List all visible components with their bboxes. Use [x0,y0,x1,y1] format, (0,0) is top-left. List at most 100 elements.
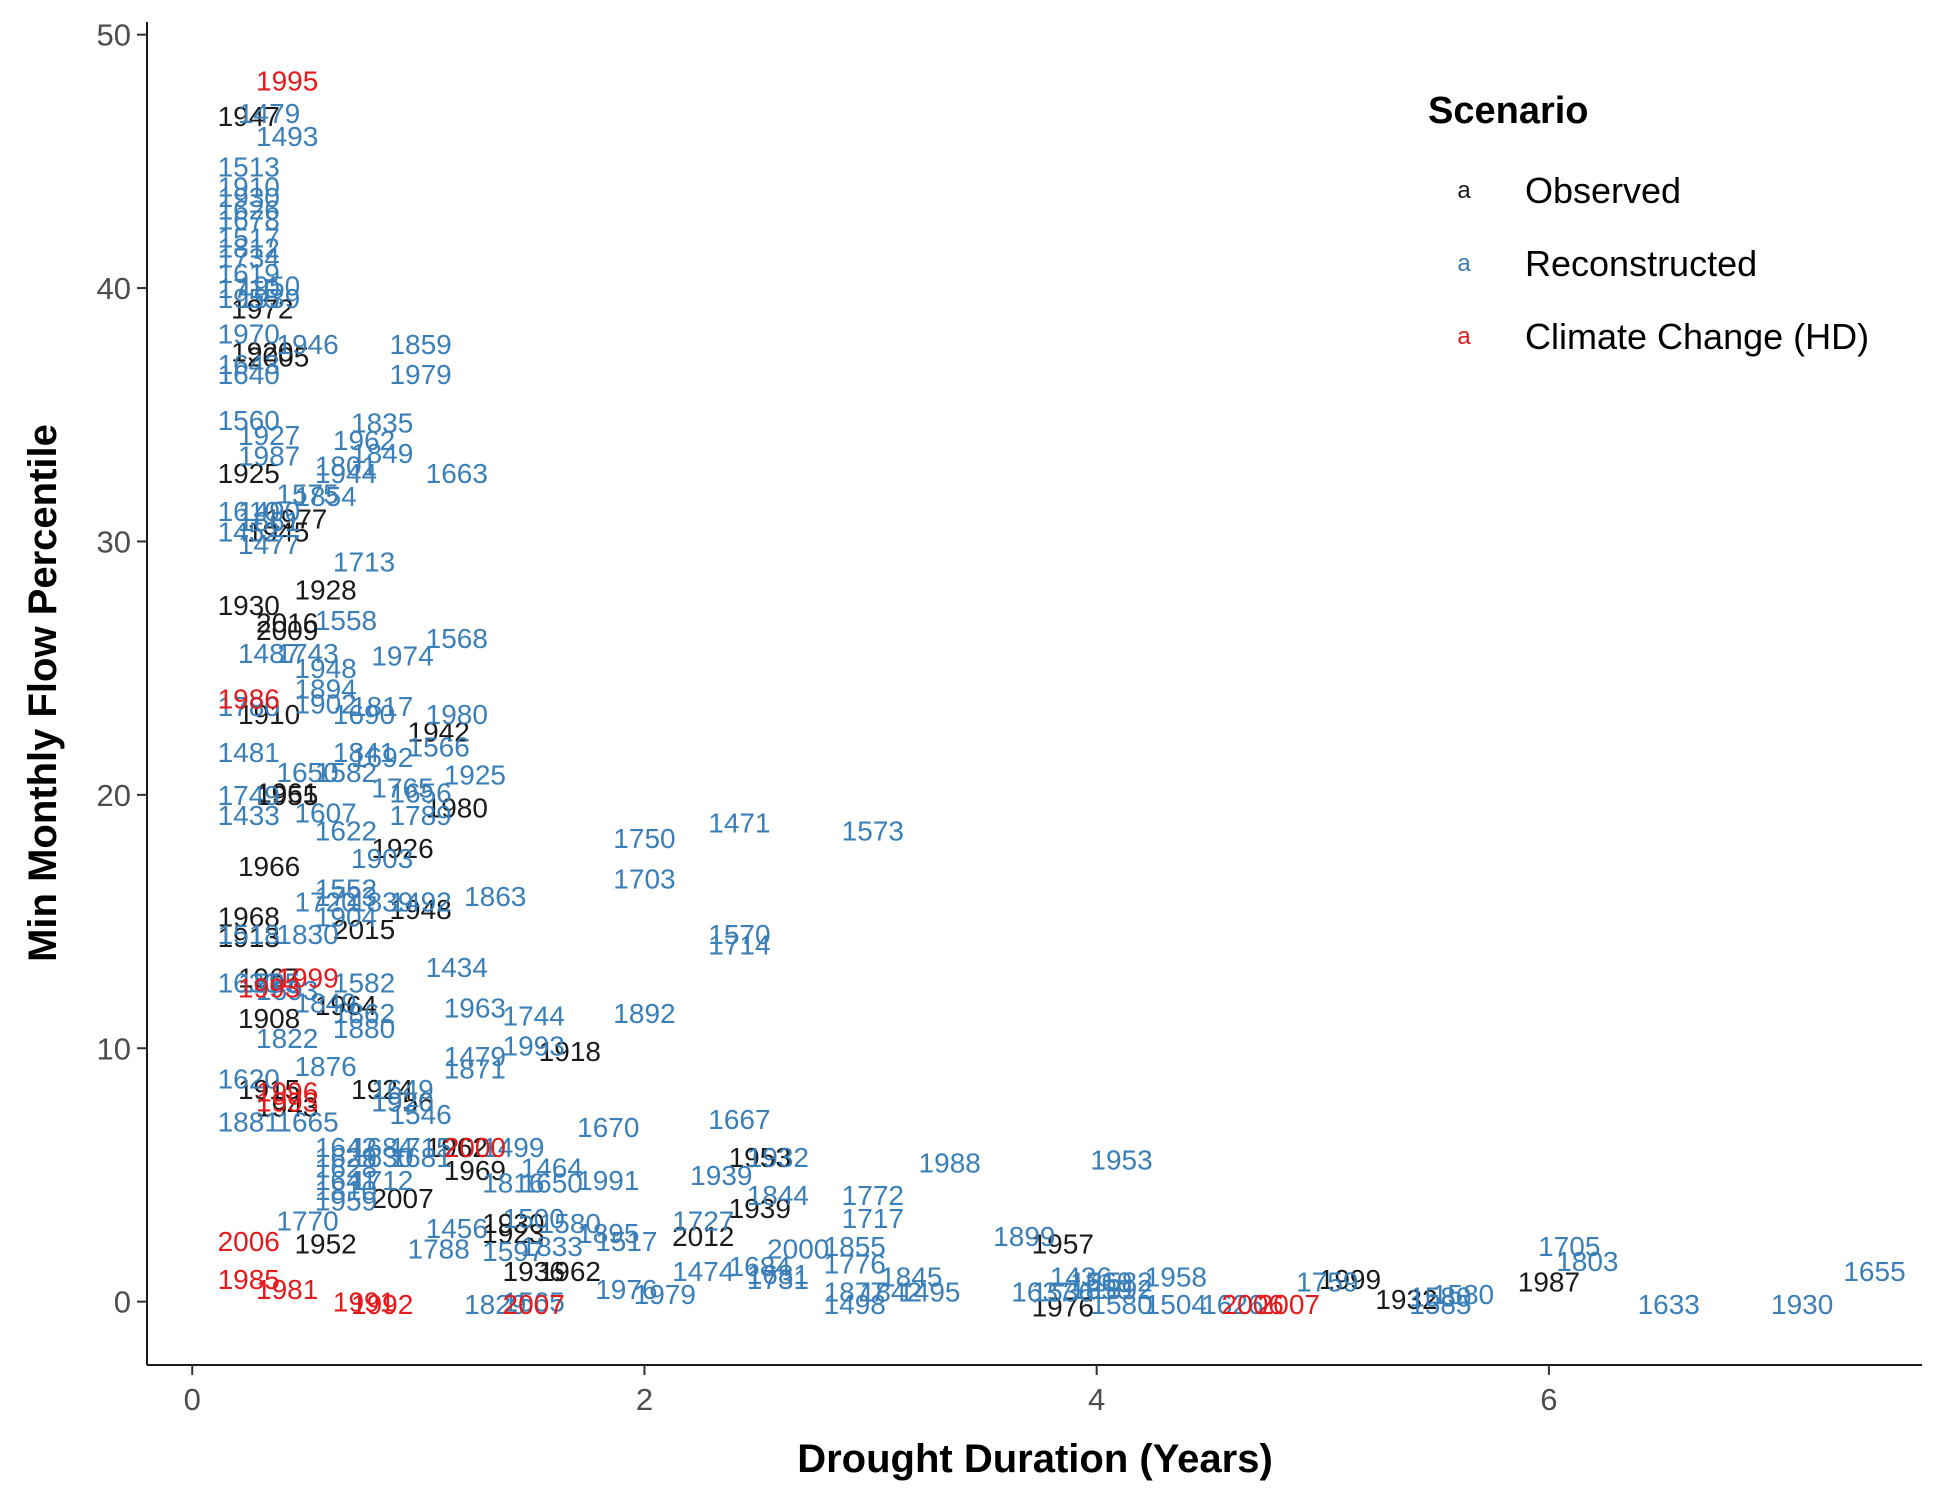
data-point-label: 1650 [276,757,338,788]
data-point-label: 1930 [218,182,280,213]
data-point-label: 1859 [389,329,451,360]
data-point-label: 1995 [256,65,318,96]
data-point-label: 1597 [482,1236,544,1267]
data-point-label: 1661 [238,506,300,537]
data-point-label: 1939 [690,1160,752,1191]
data-point-label: 1918 [539,1036,601,1067]
data-point-label: 1962 [539,1256,601,1287]
data-point-label: 1626 [1201,1289,1263,1320]
data-point-label: 1693 [256,975,318,1006]
data-point-label: 1969 [444,1155,506,1186]
data-point-label: 1980 [426,699,488,730]
data-point-label: 1855 [824,1231,886,1262]
y-axis-ticks: 0 10 20 30 40 50 [97,18,147,1320]
data-point-label: 1910 [238,699,300,730]
data-point-label: 1923 [482,1218,544,1249]
data-point-label: 1892 [613,998,675,1029]
data-point-label: 1780 [218,691,280,722]
data-point-label: 1776 [824,1249,886,1280]
data-point-label: 1976 [1032,1292,1094,1323]
data-point-label: 1961 [256,777,318,808]
data-point-label: 1743 [276,638,338,669]
data-point-label: 1822 [256,1023,318,1054]
data-point-label: 1727 [672,1206,734,1237]
data-point-label: 1976 [595,1274,657,1305]
data-point-label: 1877 [824,1277,886,1308]
data-point-label: 1957 [1032,1228,1094,1259]
data-point-label: 1986 [218,684,280,715]
data-point-label: 1655 [1843,1256,1905,1287]
data-point-label: 1903 [351,843,413,874]
data-point-label: 1910 [218,172,280,203]
data-point-label: 1490 [238,496,300,527]
legend-entry-label: Climate Change (HD) [1525,316,1869,357]
data-point-label: 1950 [238,271,300,302]
data-point-label: 1993 [503,1031,565,1062]
data-point-label: 1830 [276,919,338,950]
data-point-label: 1953 [1090,1145,1152,1176]
data-point-label: 1962 [426,1132,488,1163]
data-point-label: 1684 [729,1251,791,1282]
x-tick-label: 4 [1088,1382,1105,1417]
data-point-label: 1987 [1518,1266,1580,1297]
data-point-label: 1977 [265,504,327,535]
data-point-label: 1871 [444,1054,506,1085]
data-point-label: 1962 [333,425,395,456]
data-point-label: 1552 [315,874,377,905]
data-point-label: 1943 [256,1092,318,1123]
data-point-label: 1841 [333,737,395,768]
data-point-label: 1817 [351,691,413,722]
data-point-label: 1717 [842,1203,904,1234]
data-point-label: 2016 [256,608,318,639]
data-point-label: 1678 [218,205,280,236]
data-point-label: 1859 [1070,1274,1132,1305]
data-point-label: 1479 [238,98,300,129]
data-point-label: 1970 [218,319,280,350]
data-point-label: 2007 [503,1289,565,1320]
data-point-label: 1580 [1432,1279,1494,1310]
data-point-label: 1517 [595,1226,657,1257]
x-axis-ticks: 0 2 4 6 [184,1365,1558,1417]
data-point-label: 1620 [218,1064,280,1095]
data-point-label: 1640 [218,359,280,390]
data-point-label: 1607 [294,798,356,829]
legend: Scenario a Observed a Reconstructed a Climate… [1428,90,1869,357]
data-point-label: 1667 [708,1104,770,1135]
data-point-label: 1580 [1090,1289,1152,1320]
data-point-label: 1518 [218,919,280,950]
data-point-label: 1895 [577,1218,639,1249]
data-point-label: 1854 [294,481,356,512]
data-point-label: 1493 [256,121,318,152]
data-point-label: 1464 [521,1152,583,1183]
data-point-label: 1681 [389,1142,451,1173]
data-point-label: 1955 [256,780,318,811]
y-tick-label: 0 [114,1285,131,1320]
data-point-label: 1985 [218,1264,280,1295]
data-point-label: 1925 [444,760,506,791]
data-point-label: 1495 [898,1277,960,1308]
data-point-label: 1517 [218,222,280,253]
y-tick-label: 30 [97,524,131,559]
data-point-label: 1610 [218,496,280,527]
data-point-label: 1705 [1538,1231,1600,1262]
data-point-label: 1829 [464,1289,526,1320]
data-point-label: 1622 [315,815,377,846]
data-point-label: 1560 [218,405,280,436]
data-point-label: 1835 [351,407,413,438]
data-point-label: 2006 [218,1226,280,1257]
data-point-label: 1629 [315,1142,377,1173]
data-point-label: 1920 [371,1086,433,1117]
data-point-label: 1845 [880,1261,942,1292]
data-point-label: 1712 [351,1165,413,1196]
data-point-label: 1566 [408,732,470,763]
data-point-label: 1987 [238,440,300,471]
data-point-label: 1734 [218,243,280,274]
data-point-label: 2007 [371,1183,433,1214]
data-point-label: 1626 [218,195,280,226]
data-point-label: 1713 [333,547,395,578]
legend-key-glyph: a [1457,177,1471,204]
data-point-label: 1585 [238,967,300,998]
data-point-label: 1913 [218,922,280,953]
